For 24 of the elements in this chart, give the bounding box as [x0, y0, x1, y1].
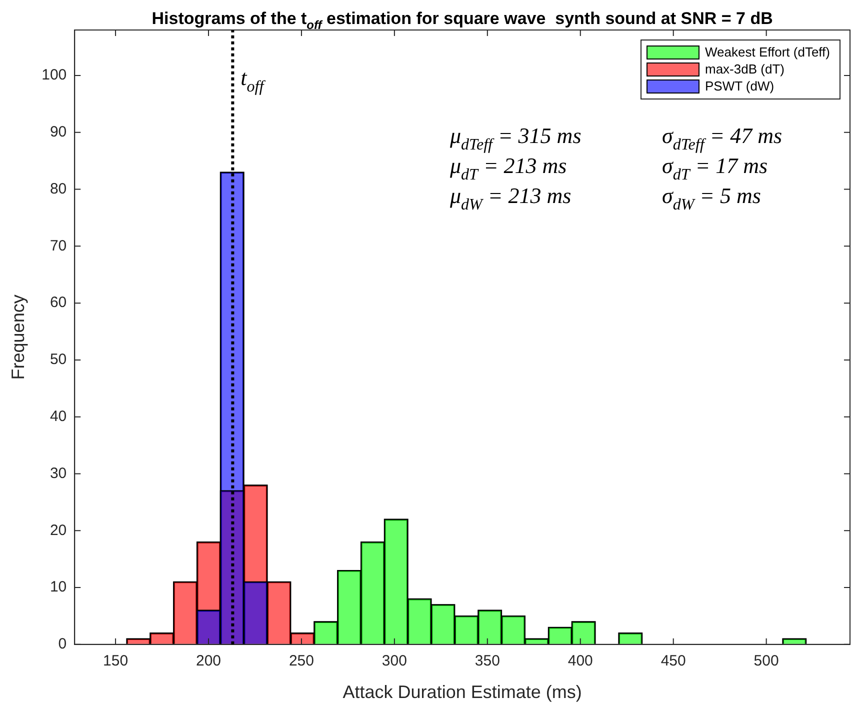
x-tick-label: 200: [196, 652, 222, 670]
y-tick-label: 90: [50, 124, 67, 141]
x-tick-label: 500: [754, 652, 779, 670]
x-axis-title: Attack Duration Estimate (ms): [342, 682, 582, 702]
x-tick-label: 300: [382, 652, 407, 670]
y-tick-label: 0: [58, 636, 67, 653]
y-tick-label: 80: [50, 180, 67, 198]
x-tick-label: 150: [103, 652, 128, 670]
legend-label: PSWT (dW): [705, 78, 774, 94]
legend-label: Weakest Effort (dTeff): [705, 44, 830, 60]
y-tick-label: 30: [50, 464, 67, 482]
y-tick-label: 60: [50, 294, 67, 312]
y-tick-label: 10: [50, 578, 67, 596]
x-tick-label: 250: [288, 652, 314, 670]
x-tick-label: 350: [474, 652, 500, 670]
x-tick-label: 450: [660, 652, 686, 670]
legend-label: max-3dB (dT): [705, 62, 784, 77]
y-tick-label: 70: [50, 237, 67, 254]
y-tick-label: 100: [42, 66, 67, 84]
y-tick-label: 20: [50, 522, 67, 539]
y-axis-title: Frequency: [8, 294, 28, 380]
y-tick-label: 50: [50, 351, 67, 368]
x-tick-label: 400: [568, 652, 593, 670]
y-tick-label: 40: [50, 408, 67, 425]
